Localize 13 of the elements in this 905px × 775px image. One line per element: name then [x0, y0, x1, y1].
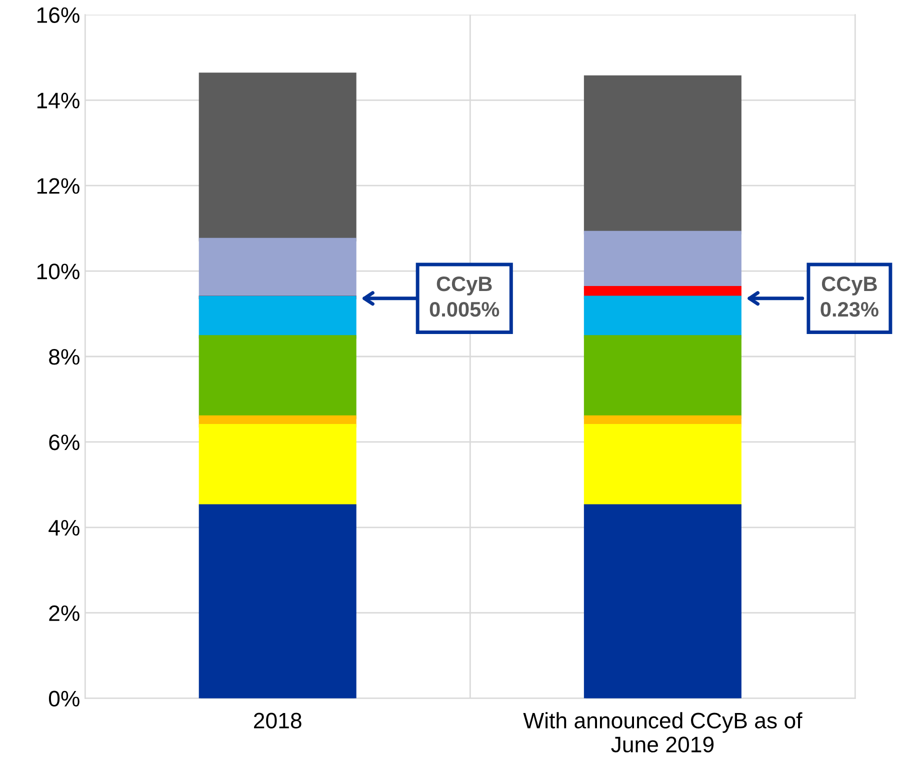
y-tick-label: 2% — [49, 605, 80, 622]
y-tick-label: 4% — [48, 520, 80, 536]
annotation: CCyB 0.005% — [430, 276, 500, 317]
y-tick-label: 6% — [49, 434, 80, 450]
y-tick-label: 14% — [37, 92, 80, 108]
x-tick-label: With announced CCyB as of June 2019 — [523, 712, 802, 752]
y-tick-label: 16% — [37, 7, 80, 23]
annotation: CCyB 0.23% — [820, 276, 878, 317]
y-tick-label: 8% — [49, 349, 80, 365]
y-tick-label: 10% — [37, 264, 80, 280]
y-tick-label: 12% — [37, 178, 80, 194]
x-tick-label: 2018 — [254, 712, 302, 728]
y-tick-label: 0% — [48, 690, 80, 707]
